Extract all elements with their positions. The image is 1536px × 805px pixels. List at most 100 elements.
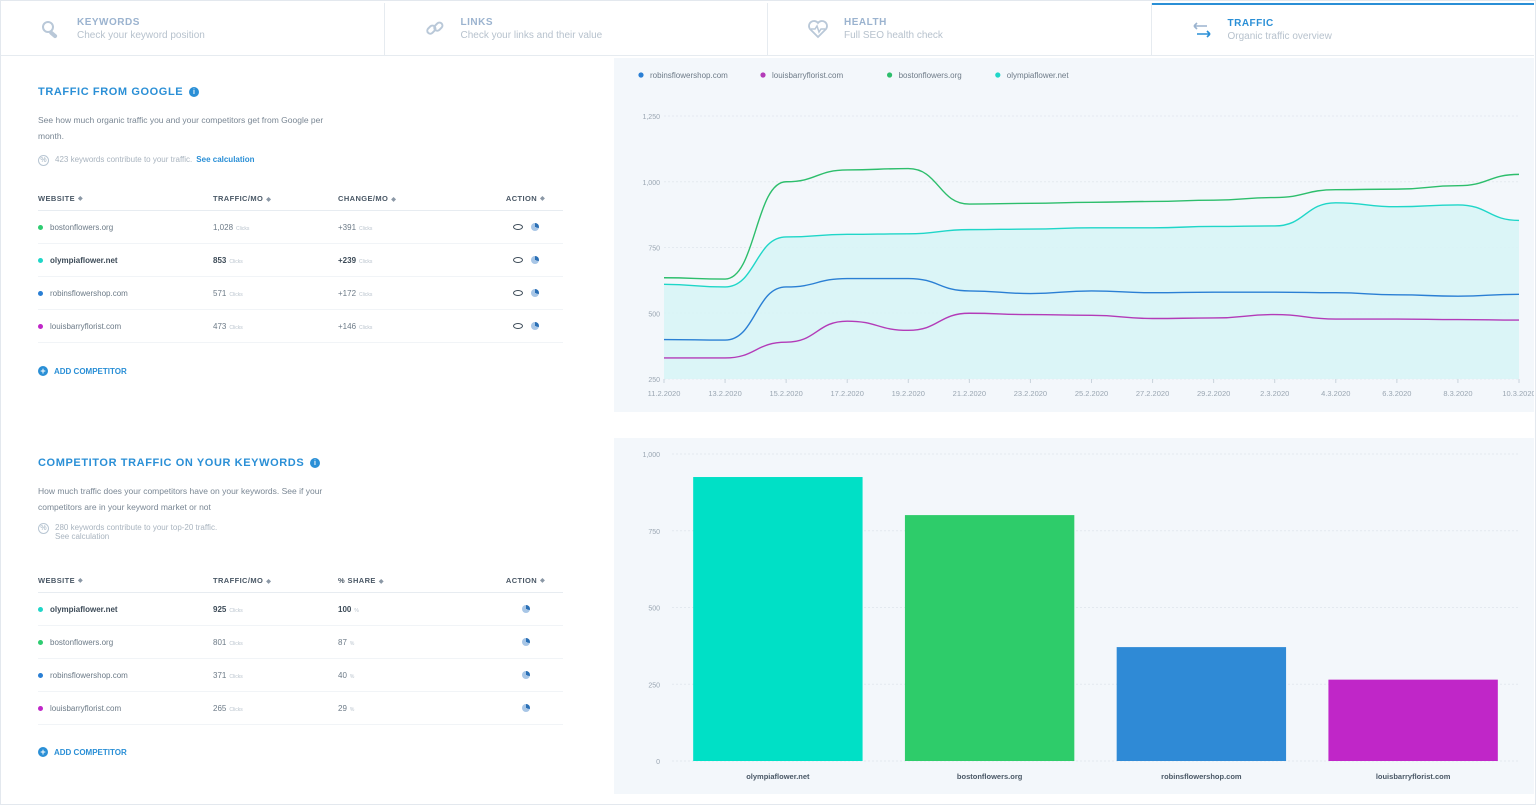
unit-label: Clicks [359, 258, 373, 265]
info-icon[interactable]: i [189, 87, 200, 97]
tab-bar: KEYWORDS Check your keyword position LIN… [1, 3, 1534, 56]
tab-keywords[interactable]: KEYWORDS Check your keyword position [1, 3, 385, 55]
action-cell [488, 256, 563, 264]
legend-label[interactable]: olympiaflower.net [1007, 71, 1070, 80]
pie-chart-icon[interactable] [521, 638, 530, 646]
unit-label: Clicks [236, 225, 250, 232]
col-label: ACTION [505, 576, 538, 585]
health-icon [804, 15, 832, 43]
add-competitor-button[interactable]: + ADD COMPETITOR [38, 747, 127, 757]
pie-chart-icon[interactable] [530, 256, 539, 264]
table-row[interactable]: louisbarryflorist.com 473 Clicks +146 Clicks [38, 310, 563, 343]
col-website[interactable]: WEBSITE ◆ [38, 576, 213, 585]
series-dot [38, 257, 43, 263]
tab-subtitle: Check your keyword position [77, 30, 205, 41]
legend-label[interactable]: louisbarryflorist.com [772, 71, 843, 80]
col-action[interactable]: ACTION ◆ [488, 194, 563, 203]
x-tick-label: 25.2.2020 [1075, 389, 1108, 398]
bar[interactable] [1328, 679, 1498, 761]
x-tick-label: 19.2.2020 [892, 389, 925, 398]
col-action[interactable]: ACTION ◆ [488, 576, 563, 585]
series-line[interactable] [663, 312, 1520, 359]
website-cell: bostonflowers.org [38, 223, 213, 232]
info-icon[interactable]: i [310, 458, 321, 468]
col-traffic[interactable]: TRAFFIC/MO ◆ [213, 194, 338, 203]
share-cell: 100% [338, 605, 488, 614]
legend-swatch [760, 72, 766, 78]
eye-icon[interactable] [512, 257, 523, 263]
pie-chart-icon[interactable] [530, 289, 539, 297]
website-cell: robinsflowershop.com [38, 671, 213, 680]
y-tick-label: 250 [648, 377, 660, 384]
x-tick-label: 13.2.2020 [708, 389, 741, 398]
x-tick-label: 6.3.2020 [1382, 389, 1411, 398]
col-change[interactable]: CHANGE/MO ◆ [338, 194, 488, 203]
table-row[interactable]: robinsflowershop.com 371 Clicks 40% [38, 659, 563, 692]
table-row[interactable]: louisbarryflorist.com 265 Clicks 29% [38, 692, 563, 725]
sort-icon: ◆ [266, 579, 272, 585]
tab-traffic[interactable]: TRAFFIC Organic traffic overview [1151, 3, 1534, 55]
eye-icon[interactable] [512, 224, 523, 230]
x-tick-label: 11.2.2020 [648, 389, 681, 398]
keyword-count-line: % 423 keywords contribute to your traffi… [38, 155, 563, 166]
col-share[interactable]: % SHARE ◆ [338, 576, 488, 585]
pie-chart-icon[interactable] [530, 223, 539, 231]
see-calculation-link[interactable]: See calculation [196, 155, 255, 164]
col-label: % SHARE [338, 576, 376, 585]
series-line[interactable] [663, 202, 1520, 288]
pie-chart-icon[interactable] [521, 605, 530, 613]
table-header: WEBSITE ◆ TRAFFIC/MO ◆ % SHARE ◆ ACTION ◆ [38, 569, 563, 593]
y-tick-label: 750 [648, 246, 660, 253]
pie-chart-icon[interactable] [530, 322, 539, 330]
table-row[interactable]: olympiaflower.net 925 Clicks 100% [38, 593, 563, 626]
col-website[interactable]: WEBSITE ◆ [38, 194, 213, 203]
table-row[interactable]: robinsflowershop.com 571 Clicks +172 Clicks [38, 277, 563, 310]
unit-label: Clicks [359, 225, 373, 232]
y-tick-label: 0 [656, 759, 660, 766]
sort-icon: ◆ [378, 579, 384, 585]
traffic-title: TRAFFIC FROM GOOGLE i [38, 86, 563, 98]
series-dot [38, 606, 43, 612]
y-tick-label: 1,000 [642, 180, 660, 187]
competitor-title-text: COMPETITOR TRAFFIC ON YOUR KEYWORDS [38, 457, 305, 469]
pie-chart-icon[interactable] [521, 704, 530, 712]
competitor-section: COMPETITOR TRAFFIC ON YOUR KEYWORDS i How… [38, 457, 563, 541]
keyword-count-line: % 280 keywords contribute to your top-20… [38, 523, 563, 541]
col-label: TRAFFIC/MO [213, 194, 264, 203]
keyword-count-text: keywords contribute to your top-20 traff… [70, 523, 218, 532]
traffic-cell: 473 Clicks [213, 322, 338, 331]
table-row[interactable]: olympiaflower.net 853 Clicks +239 Clicks [38, 244, 563, 277]
series-line[interactable] [663, 167, 1520, 280]
bar[interactable] [693, 477, 863, 761]
keyword-count: 280 [55, 523, 69, 532]
series-dot [38, 290, 43, 296]
competitor-bar-chart-panel: 1,000 750 500 250 0 olympiaflower.net bostonfl… [614, 438, 1534, 794]
table-row[interactable]: bostonflowers.org 801 Clicks 87% [38, 626, 563, 659]
legend-label[interactable]: robinsflowershop.com [650, 71, 728, 80]
pie-chart-icon[interactable] [521, 671, 530, 679]
website-name: bostonflowers.org [50, 637, 114, 647]
add-competitor-button[interactable]: + ADD COMPETITOR [38, 366, 127, 376]
series-line[interactable] [663, 277, 1520, 341]
unit-label: Clicks [229, 324, 243, 331]
col-traffic[interactable]: TRAFFIC/MO ◆ [213, 576, 338, 585]
website-name: robinsflowershop.com [50, 670, 128, 680]
eye-icon[interactable] [512, 323, 523, 329]
bar[interactable] [904, 515, 1075, 761]
website-cell: olympiaflower.net [38, 256, 213, 265]
x-tick-label: 27.2.2020 [1136, 389, 1169, 398]
col-label: ACTION [505, 194, 538, 203]
x-tick-label: 4.3.2020 [1321, 389, 1350, 398]
table-row[interactable]: bostonflowers.org 1,028 Clicks +391 Clicks [38, 211, 563, 244]
legend-label[interactable]: bostonflowers.org [899, 71, 962, 80]
tab-links[interactable]: LINKS Check your links and their value [384, 3, 768, 55]
see-calculation-link[interactable]: See calculation [55, 532, 110, 541]
add-competitor-label: ADD COMPETITOR [54, 366, 127, 376]
keyword-count-text: keywords contribute to your traffic. [70, 155, 193, 164]
tab-health[interactable]: HEALTH Full SEO health check [768, 3, 1152, 55]
unit-label: % [349, 673, 355, 680]
unit-label: Clicks [229, 640, 243, 647]
eye-icon[interactable] [512, 290, 523, 296]
tab-title: TRAFFIC [1227, 18, 1274, 29]
bar[interactable] [1116, 647, 1287, 761]
